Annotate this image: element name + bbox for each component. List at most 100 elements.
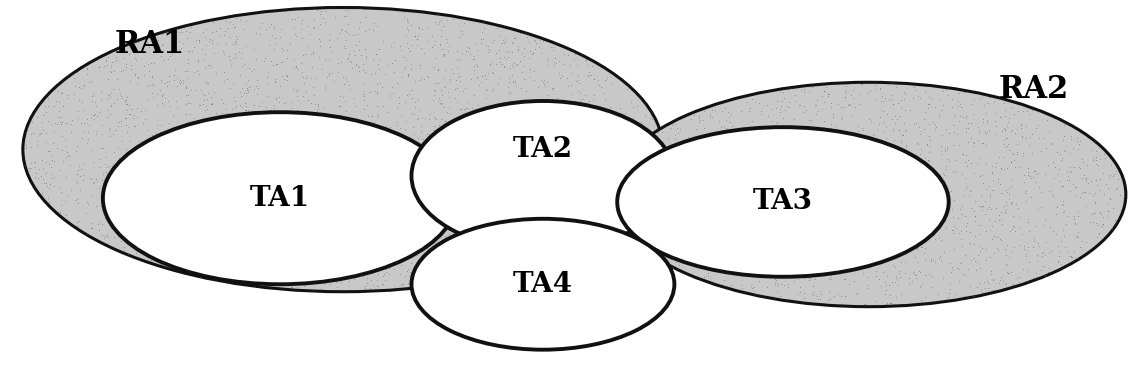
Point — [473, 29, 491, 35]
Point — [773, 244, 791, 250]
Point — [129, 39, 147, 45]
Point — [896, 223, 914, 229]
Point — [504, 39, 522, 45]
Point — [1069, 138, 1087, 144]
Point — [238, 185, 256, 191]
Point — [784, 190, 802, 196]
Point — [705, 193, 724, 199]
Point — [400, 176, 418, 182]
Point — [1054, 209, 1072, 215]
Point — [376, 132, 394, 138]
Point — [588, 151, 606, 157]
Point — [1057, 169, 1076, 175]
Point — [375, 247, 393, 253]
Point — [1008, 149, 1026, 155]
Point — [814, 250, 832, 256]
Point — [200, 142, 218, 148]
Point — [865, 241, 884, 247]
Point — [765, 140, 783, 146]
Point — [216, 176, 234, 182]
Point — [653, 149, 671, 155]
Point — [464, 246, 482, 252]
Point — [343, 65, 361, 71]
Point — [793, 172, 812, 178]
Point — [424, 114, 442, 120]
Point — [426, 267, 445, 273]
Point — [63, 117, 81, 123]
Point — [398, 16, 416, 22]
Point — [767, 276, 785, 282]
Point — [997, 98, 1015, 104]
Point — [242, 153, 261, 159]
Point — [727, 157, 745, 163]
Point — [858, 285, 877, 291]
Point — [544, 87, 562, 93]
Point — [215, 211, 233, 217]
Point — [905, 195, 924, 201]
Point — [117, 115, 135, 121]
Point — [309, 106, 327, 112]
Point — [142, 60, 160, 66]
Point — [438, 256, 456, 262]
Point — [884, 263, 902, 269]
Point — [617, 198, 636, 204]
Point — [505, 182, 523, 188]
Point — [379, 171, 398, 177]
Point — [644, 151, 662, 157]
Point — [912, 297, 930, 303]
Point — [1088, 182, 1106, 188]
Point — [485, 158, 503, 164]
Point — [780, 99, 798, 105]
Point — [677, 155, 695, 161]
Point — [303, 64, 321, 70]
Point — [658, 228, 677, 234]
Point — [75, 107, 94, 113]
Point — [166, 139, 184, 145]
Point — [510, 98, 528, 104]
Point — [576, 58, 594, 64]
Point — [695, 108, 713, 114]
Point — [914, 235, 933, 241]
Point — [85, 113, 103, 119]
Point — [369, 61, 387, 67]
Point — [322, 219, 341, 225]
Point — [704, 186, 722, 191]
Point — [149, 102, 167, 108]
Point — [748, 156, 766, 162]
Point — [246, 283, 264, 289]
Point — [916, 89, 934, 95]
Point — [816, 226, 834, 232]
Point — [450, 252, 469, 258]
Point — [448, 64, 466, 70]
Point — [864, 131, 882, 137]
Point — [349, 31, 367, 37]
Point — [623, 175, 641, 181]
Point — [912, 282, 930, 288]
Point — [408, 33, 426, 39]
Point — [56, 120, 74, 126]
Point — [825, 293, 844, 299]
Point — [999, 141, 1017, 147]
Point — [168, 197, 186, 203]
Point — [117, 146, 135, 152]
Point — [241, 211, 259, 217]
Point — [334, 74, 352, 80]
Point — [440, 79, 458, 85]
Point — [493, 268, 511, 274]
Point — [797, 124, 815, 130]
Point — [288, 115, 306, 121]
Point — [535, 241, 553, 247]
Point — [942, 188, 960, 194]
Point — [984, 286, 1002, 292]
Point — [1029, 206, 1047, 212]
Point — [282, 144, 301, 150]
Point — [694, 117, 712, 123]
Point — [328, 220, 346, 226]
Point — [490, 255, 509, 261]
Point — [103, 163, 121, 169]
Point — [227, 242, 246, 248]
Point — [497, 49, 515, 55]
Point — [270, 153, 288, 159]
Point — [703, 233, 721, 239]
Point — [1034, 135, 1053, 141]
